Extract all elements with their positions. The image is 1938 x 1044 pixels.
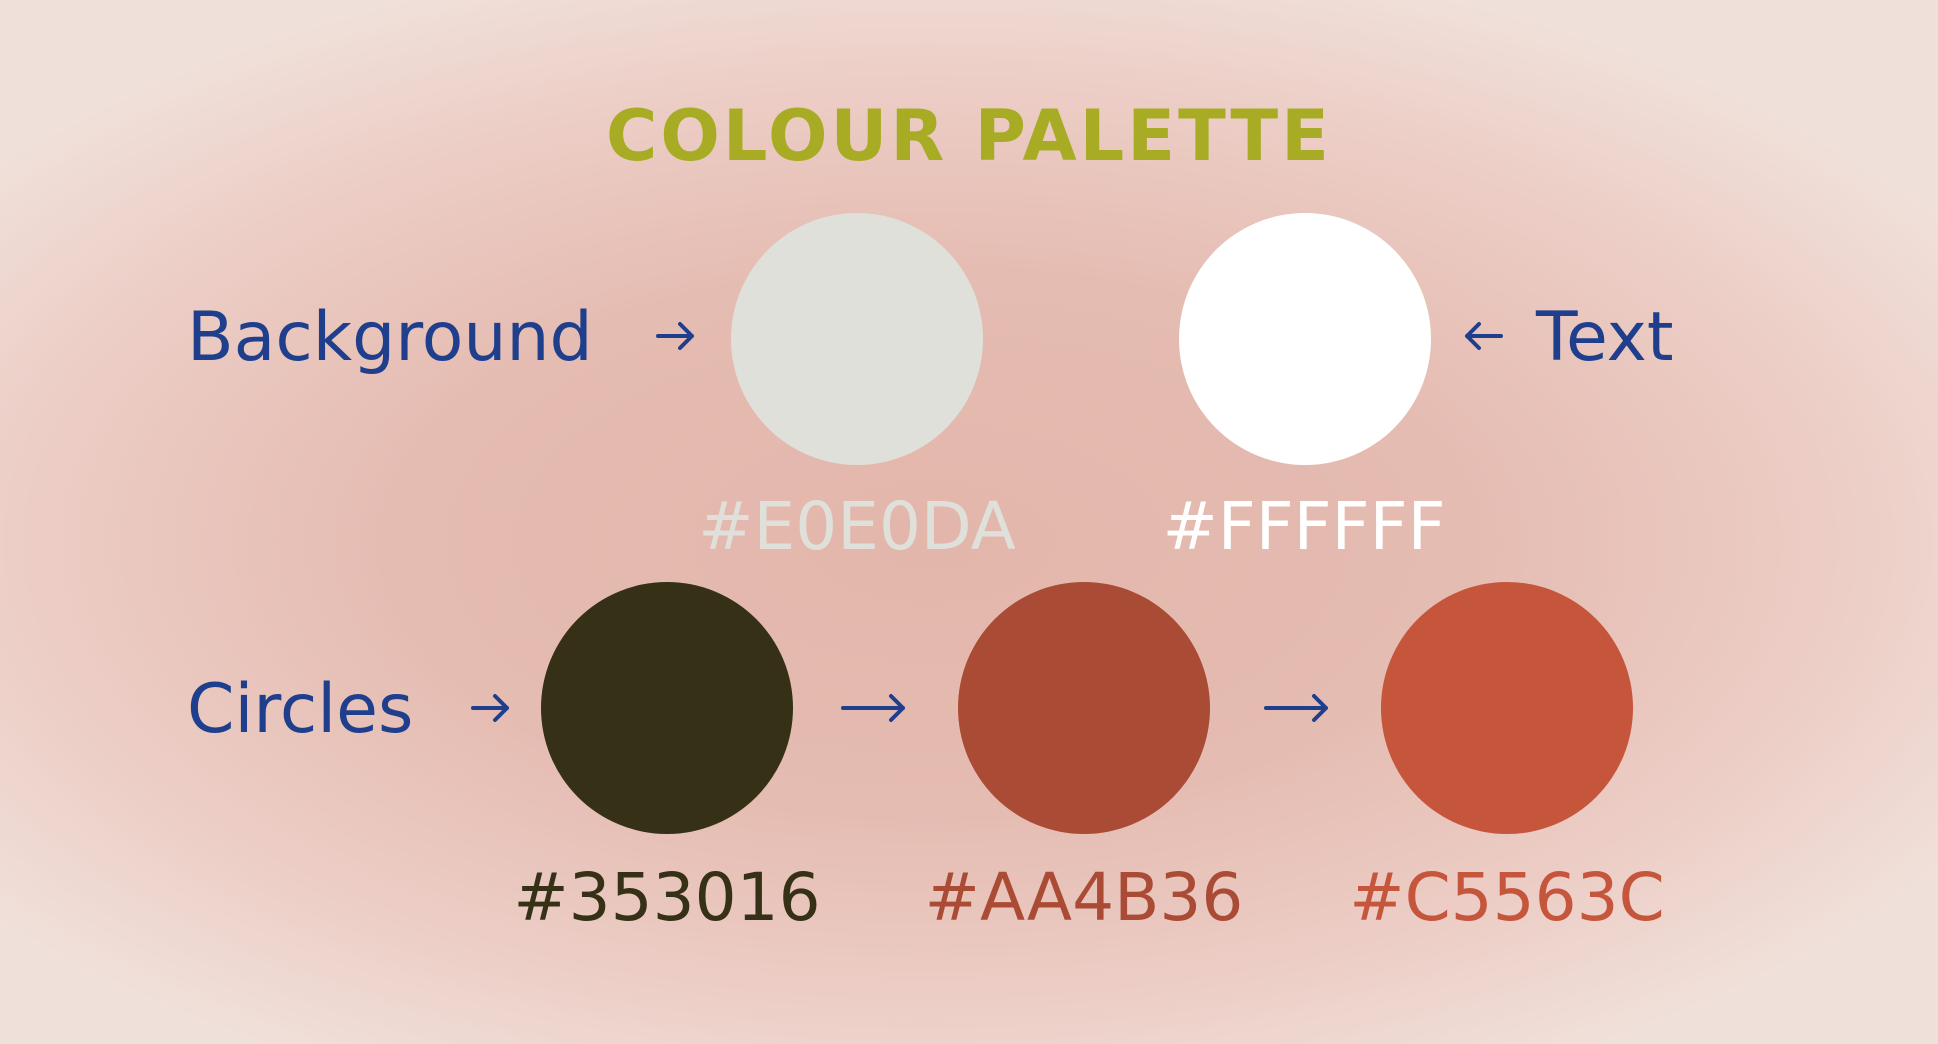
circles-label: Circles (187, 670, 414, 749)
arrow-right-icon (656, 322, 694, 350)
background-hex-code: #E0E0DA (698, 488, 1016, 565)
arrow-right-icon (471, 694, 509, 722)
text-hex-code: #FFFFFF (1162, 488, 1446, 565)
circle-2-hex-code: #AA4B36 (924, 859, 1244, 936)
circle-1-hex-code: #353016 (513, 859, 821, 936)
text-color-swatch (1179, 213, 1431, 465)
arrow-right-icon (1264, 694, 1328, 722)
background-color-swatch (731, 213, 983, 465)
background-label: Background (187, 298, 593, 377)
circle-3-hex-code: #C5563C (1349, 859, 1665, 936)
circle-3-color-swatch (1381, 582, 1633, 834)
circle-1-color-swatch (541, 582, 793, 834)
arrow-right-icon (841, 694, 905, 722)
circle-2-color-swatch (958, 582, 1210, 834)
arrow-left-icon (1465, 322, 1503, 350)
text-label: Text (1536, 298, 1674, 377)
palette-title: COLOUR PALETTE (605, 95, 1332, 177)
